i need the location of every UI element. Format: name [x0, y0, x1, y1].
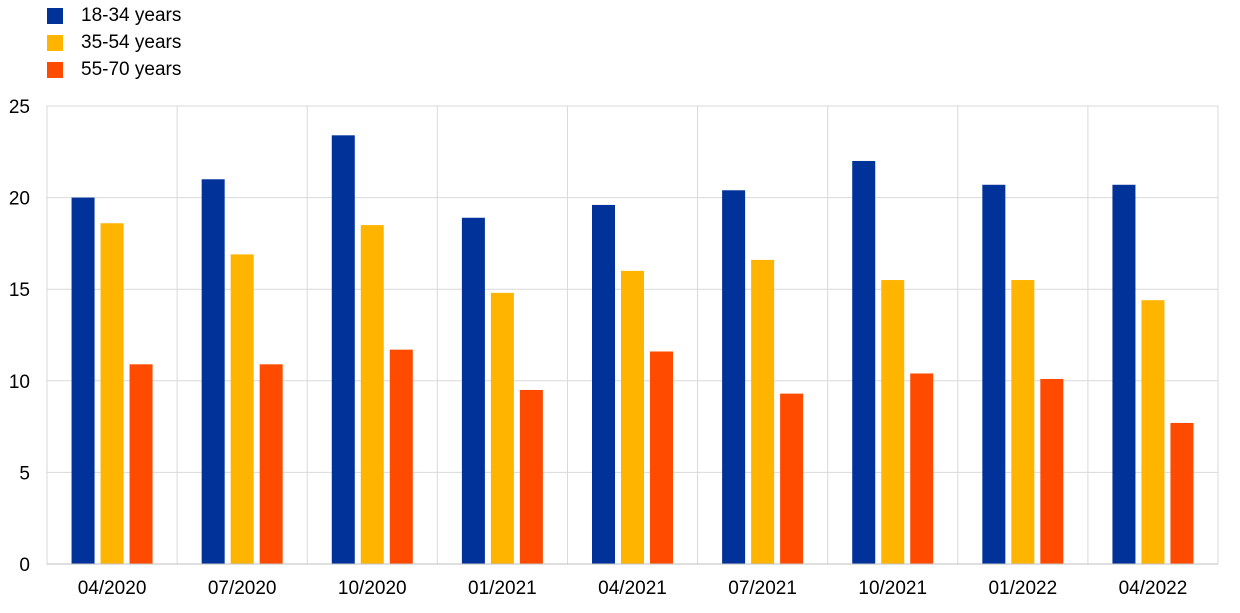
legend-swatch-55-70 — [47, 61, 63, 78]
legend-label-55-70: 55-70 years — [81, 58, 182, 80]
legend-item-35-54: 35-54 years — [47, 29, 181, 56]
bar-55-70-years-01-2021 — [519, 389, 543, 564]
x-tick-label: 10/2021 — [858, 578, 927, 599]
y-tick-label: 25 — [9, 97, 30, 118]
legend-swatch-18-34 — [47, 7, 63, 24]
y-tick-label: 15 — [9, 280, 30, 301]
bar-35-54-years-04-2021 — [621, 270, 644, 564]
x-tick-label: 07/2021 — [728, 578, 797, 599]
legend: 18-34 years 35-54 years 55-70 years — [47, 2, 181, 83]
bar-18-34-years-07-2021 — [722, 190, 746, 564]
legend-item-55-70: 55-70 years — [47, 56, 181, 83]
x-tick-label: 01/2022 — [988, 578, 1057, 599]
bar-35-54-years-04-2022 — [1141, 300, 1165, 564]
legend-label-35-54: 35-54 years — [81, 31, 182, 53]
bar-18-34-years-04-2022 — [1112, 184, 1136, 564]
bar-55-70-years-07-2021 — [780, 393, 804, 564]
bar-18-34-years-01-2021 — [461, 217, 485, 564]
y-tick-label: 20 — [9, 189, 30, 210]
x-tick-label: 04/2022 — [1119, 578, 1188, 599]
legend-label-18-34: 18-34 years — [81, 4, 182, 26]
x-axis: 04/2020 07/2020 10/2020 01/2021 04/2021 07/20… — [47, 563, 1218, 599]
x-tick-label: 01/2021 — [468, 578, 537, 599]
bar-55-70-years-10-2020 — [389, 349, 413, 564]
bar-55-70-years-04-2021 — [650, 351, 673, 564]
bars — [71, 135, 1194, 565]
bar-18-34-years-01-2022 — [982, 184, 1006, 564]
bar-35-54-years-01-2022 — [1011, 280, 1035, 564]
bar-35-54-years-04-2020 — [100, 223, 124, 565]
bar-55-70-years-04-2020 — [129, 364, 153, 564]
y-tick-label: 10 — [9, 372, 30, 393]
bar-55-70-years-04-2022 — [1170, 422, 1194, 564]
bar-18-34-years-04-2021 — [592, 204, 615, 565]
legend-swatch-35-54 — [47, 34, 63, 51]
bar-18-34-years-04-2020 — [71, 197, 95, 564]
x-tick-label: 04/2021 — [598, 578, 667, 599]
bar-18-34-years-10-2021 — [852, 160, 876, 564]
bar-35-54-years-07-2021 — [751, 259, 775, 564]
bar-18-34-years-07-2020 — [201, 179, 225, 564]
bar-35-54-years-10-2021 — [881, 280, 905, 564]
x-tick-label: 04/2020 — [78, 578, 147, 599]
y-axis: 0 5 10 15 20 25 — [9, 97, 30, 576]
bar-35-54-years-01-2021 — [490, 292, 514, 564]
bar-55-70-years-01-2022 — [1040, 378, 1064, 564]
bar-55-70-years-07-2020 — [259, 364, 283, 564]
bar-55-70-years-10-2021 — [910, 373, 934, 564]
bar-18-34-years-10-2020 — [331, 135, 355, 564]
x-tick-label: 07/2020 — [208, 578, 277, 599]
y-tick-label: 5 — [19, 463, 30, 484]
legend-item-18-34: 18-34 years — [47, 2, 181, 29]
y-tick-label: 0 — [19, 555, 30, 576]
bar-35-54-years-10-2020 — [360, 225, 384, 564]
x-tick-label: 10/2020 — [338, 578, 407, 599]
bar-35-54-years-07-2020 — [230, 254, 254, 564]
